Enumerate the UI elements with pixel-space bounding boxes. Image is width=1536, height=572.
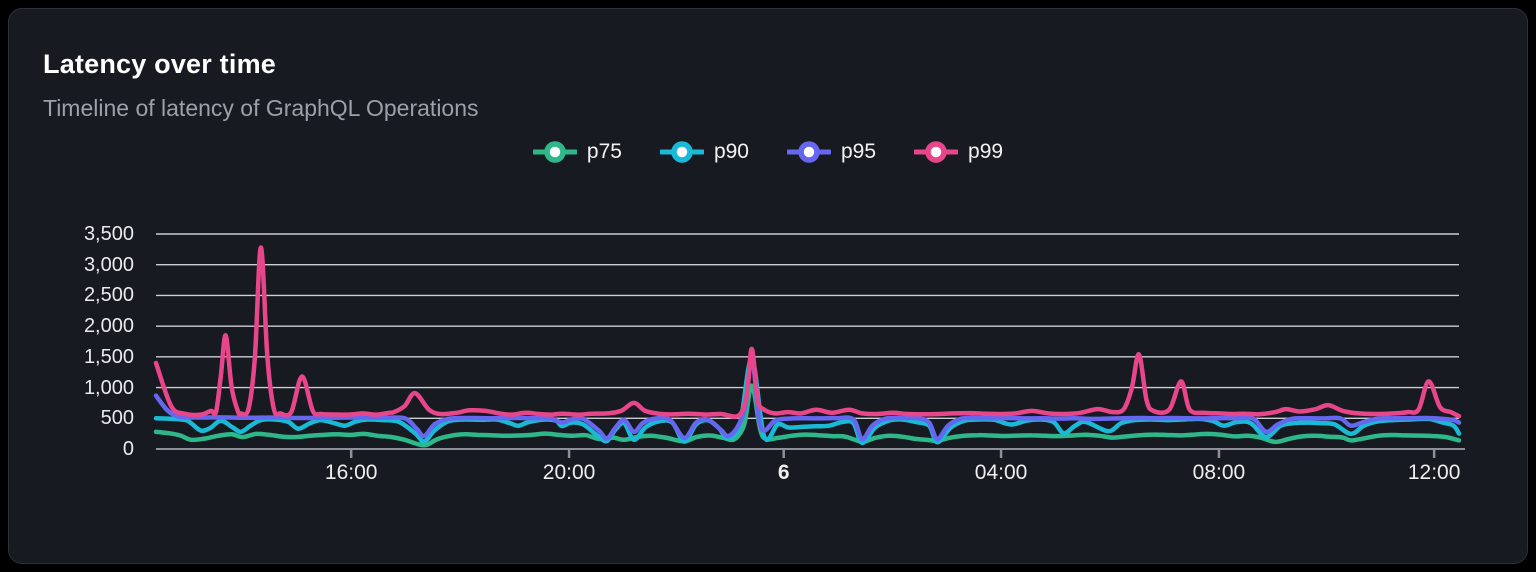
x-axis-label-1600: 16:00: [324, 461, 378, 484]
y-axis-label-1000: 1,000: [83, 376, 134, 399]
legend-item-p95[interactable]: p95: [787, 139, 876, 165]
series-line-p75: [153, 383, 1462, 448]
x-axis-label-1200: 12:00: [1407, 461, 1461, 484]
legend-marker-p75-icon: [532, 141, 577, 163]
y-axis: 0 500 1,000 1,500 2,000 2,500 3,000 3,500: [39, 223, 146, 460]
y-axis-label-2000: 2,000: [83, 315, 134, 338]
legend-label-p95: p95: [841, 140, 877, 163]
y-axis-label-3000: 3,000: [83, 253, 134, 276]
legend-item-p99[interactable]: p99: [914, 139, 1003, 165]
y-axis-label-3500: 3,500: [83, 223, 134, 245]
legend-marker-p90-icon: [659, 141, 704, 163]
chart-card: Latency over time Timeline of latency of…: [8, 8, 1528, 564]
x-axis-label-0800: 08:00: [1192, 461, 1246, 484]
series-line-p99: [153, 245, 1462, 419]
legend: p75 p90 p95 p99: [9, 139, 1527, 165]
legend-marker-p95-icon: [787, 141, 831, 163]
legend-label-p99: p99: [968, 140, 1004, 163]
series-line-p95: [153, 355, 1462, 442]
series-line-p90: [153, 356, 1462, 446]
legend-item-p90[interactable]: p90: [659, 139, 749, 165]
chart-subtitle: Timeline of latency of GraphQL Operation…: [43, 95, 479, 121]
x-axis-label-0400: 04:00: [974, 461, 1028, 484]
x-axis: 16:00 20:00 6 04:00 08:00 12:00: [156, 461, 1461, 491]
legend-label-p75: p75: [586, 140, 622, 163]
y-axis-label-2500: 2,500: [83, 284, 134, 307]
legend-marker-p99-icon: [914, 141, 959, 163]
y-axis-label-500: 500: [100, 407, 134, 430]
x-axis-label-2000: 20:00: [542, 461, 596, 484]
y-axis-label-1500: 1,500: [83, 345, 134, 368]
y-axis-label-0: 0: [122, 438, 134, 460]
chart-canvas: [153, 233, 1465, 458]
chart-title: Latency over time: [43, 49, 276, 79]
plot-area: [153, 233, 1465, 458]
x-axis-label-6: 6: [777, 461, 790, 484]
legend-label-p90: p90: [713, 140, 749, 163]
legend-item-p75[interactable]: p75: [532, 139, 622, 165]
